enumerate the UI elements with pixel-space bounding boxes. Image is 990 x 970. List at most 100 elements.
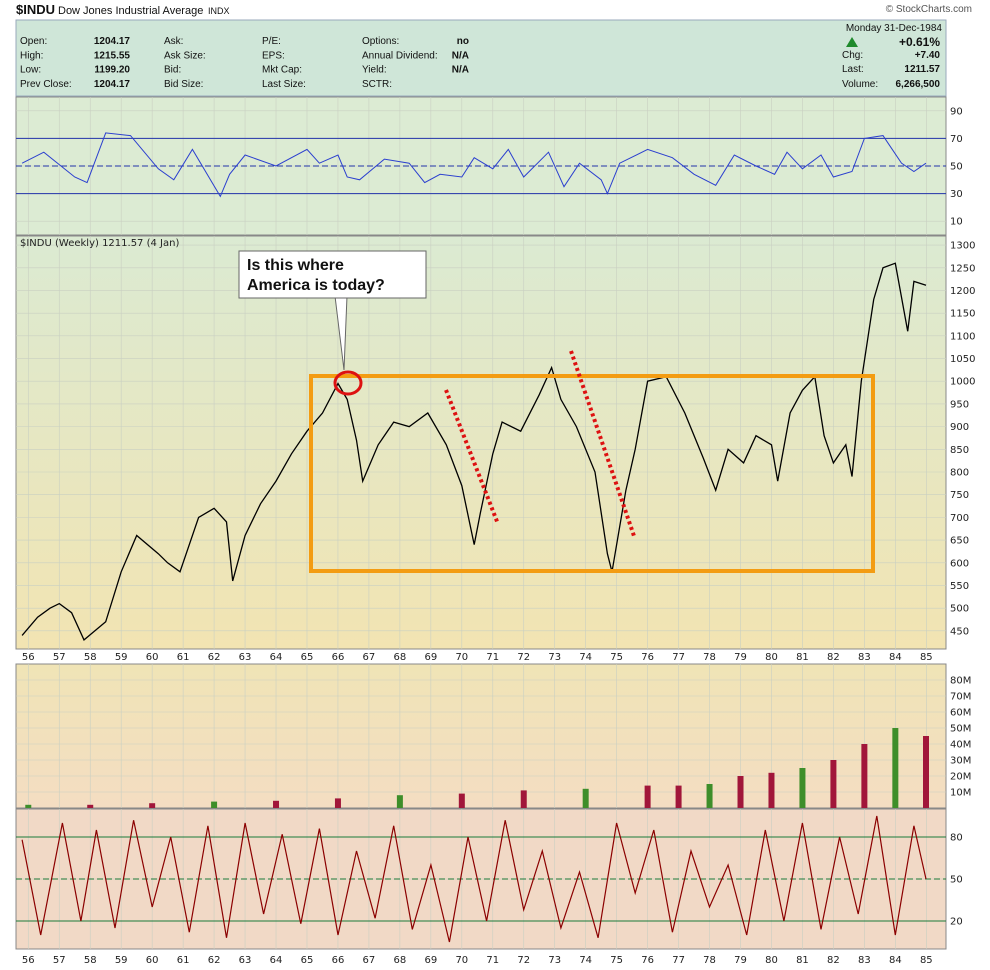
x-tick-label: 79 xyxy=(734,955,747,966)
y-tick-label: 900 xyxy=(950,422,969,433)
x-tick-label: 71 xyxy=(486,652,499,663)
x-tick-label: 77 xyxy=(672,955,685,966)
x-tick-label: 75 xyxy=(610,652,623,663)
quote-label: Volume: xyxy=(842,79,878,90)
volume-bar xyxy=(923,736,929,808)
volume-bar xyxy=(25,804,32,808)
volume-bar xyxy=(799,768,806,808)
quote-value: 6,266,500 xyxy=(896,79,941,90)
quote-label: Bid Size: xyxy=(164,79,203,90)
x-tick-label: 74 xyxy=(579,652,592,663)
callout-line-2: America is today? xyxy=(247,277,385,294)
volume-bar xyxy=(706,784,713,808)
series-line-upper-indicator xyxy=(21,132,927,198)
quote-panel xyxy=(15,19,947,97)
y-tick-label: 20 xyxy=(950,917,963,928)
chart-title-row: $INDU Dow Jones Industrial Average INDX … xyxy=(16,2,972,17)
y-tick-label: 60M xyxy=(950,708,971,719)
y-tick-label: 850 xyxy=(950,445,969,456)
y-tick-label: 50M xyxy=(950,724,971,735)
quote-label: High: xyxy=(20,50,43,61)
y-tick-label: 40M xyxy=(950,740,971,751)
x-tick-label: 58 xyxy=(84,955,97,966)
x-tick-label: 64 xyxy=(270,652,283,663)
y-tick-label: 700 xyxy=(950,513,969,524)
volume-bar xyxy=(520,790,527,808)
x-tick-label: 80 xyxy=(765,955,778,966)
y-tick-label: 800 xyxy=(950,468,969,479)
price-panel xyxy=(15,235,947,650)
x-tick-label: 70 xyxy=(455,652,468,663)
x-tick-label: 76 xyxy=(641,652,654,663)
quote-label: SCTR: xyxy=(362,79,392,90)
x-tick-label: 63 xyxy=(239,652,252,663)
x-tick-label: 57 xyxy=(53,652,66,663)
quote-label: Ask Size: xyxy=(164,50,206,61)
quote-label: P/E: xyxy=(262,36,281,47)
volume-bar xyxy=(892,728,899,808)
x-tick-label: 67 xyxy=(363,652,376,663)
x-tick-label: 58 xyxy=(84,652,97,663)
quote-label: EPS: xyxy=(262,50,285,61)
callout-line-1: Is this where xyxy=(247,257,344,274)
x-tick-label: 72 xyxy=(517,652,530,663)
volume-bar xyxy=(582,788,589,808)
x-tick-label: 67 xyxy=(363,955,376,966)
quote-label: Prev Close: xyxy=(20,79,72,90)
exchange-code: INDX xyxy=(208,6,230,16)
x-tick-label: 72 xyxy=(517,955,530,966)
x-tick-label: 83 xyxy=(858,652,871,663)
x-tick-label: 56 xyxy=(22,652,35,663)
annotation-layer: Is this where America is today? xyxy=(238,250,875,573)
volume-bar xyxy=(458,793,465,808)
quote-fields: Open: 1204.17 High: 1215.55 Low: 1199.20 Prev … xyxy=(20,36,940,90)
watermark: © StockCharts.com xyxy=(886,4,972,15)
y-tick-label: 30 xyxy=(950,189,963,200)
x-tick-label: 65 xyxy=(301,652,314,663)
quote-label: Last Size: xyxy=(262,79,306,90)
x-tick-label: 64 xyxy=(270,955,283,966)
quote-label: Ask: xyxy=(164,36,183,47)
quote-label: Mkt Cap: xyxy=(262,65,302,76)
y-tick-label: 1000 xyxy=(950,377,975,388)
quote-value: N/A xyxy=(452,50,469,61)
volume-bar xyxy=(644,785,651,808)
x-tick-label: 71 xyxy=(486,955,499,966)
change-percent: +0.61% xyxy=(899,35,940,49)
quote-label: Open: xyxy=(20,36,47,47)
volume-bar xyxy=(768,772,775,808)
x-tick-label: 81 xyxy=(796,652,809,663)
index-name: Dow Jones Industrial Average xyxy=(58,5,203,17)
volume-bar xyxy=(211,801,218,808)
x-tick-label: 82 xyxy=(827,955,840,966)
x-tick-label: 62 xyxy=(208,955,221,966)
x-tick-label: 69 xyxy=(424,955,437,966)
x-tick-label: 77 xyxy=(672,652,685,663)
x-tick-label: 78 xyxy=(703,652,716,663)
volume-bar xyxy=(149,803,156,808)
x-tick-label: 63 xyxy=(239,955,252,966)
x-tick-label: 74 xyxy=(579,955,592,966)
volume-bar xyxy=(861,744,868,808)
y-tick-label: 1100 xyxy=(950,331,975,342)
y-axis-ticks: 90 70 50 30 10 1300 1250 1200 1150 1100 1050 1000 95… xyxy=(950,106,975,927)
y-tick-label: 70M xyxy=(950,692,971,703)
callout-box xyxy=(238,250,427,299)
x-tick-label: 79 xyxy=(734,652,747,663)
x-tick-label: 60 xyxy=(146,652,159,663)
trading-range-box xyxy=(309,374,875,573)
x-tick-label: 65 xyxy=(301,955,314,966)
x-tick-label: 61 xyxy=(177,652,190,663)
volume-bar xyxy=(87,804,94,808)
x-tick-label: 82 xyxy=(827,652,840,663)
quote-label: Chg: xyxy=(842,50,863,61)
quote-value: no xyxy=(457,36,469,47)
quote-value: 1211.57 xyxy=(904,64,940,75)
quote-label: Annual Dividend: xyxy=(362,50,438,61)
y-tick-label: 20M xyxy=(950,772,971,783)
x-tick-label: 84 xyxy=(889,652,902,663)
quote-label: Yield: xyxy=(362,65,387,76)
x-tick-label: 59 xyxy=(115,955,128,966)
volume-bar xyxy=(334,798,341,808)
x-tick-label: 73 xyxy=(548,652,561,663)
